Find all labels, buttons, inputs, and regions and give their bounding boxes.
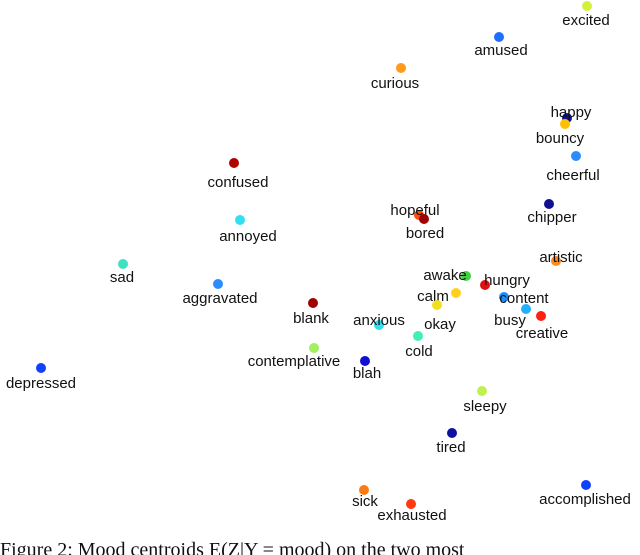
point-label: cold	[405, 343, 433, 360]
point-label: blank	[293, 310, 329, 327]
point-label: hungry	[484, 272, 530, 289]
point-label: anxious	[353, 312, 405, 329]
point-label: hopeful	[390, 202, 439, 219]
point-label: creative	[516, 325, 569, 342]
point	[536, 311, 546, 321]
point	[521, 304, 531, 314]
point-label: happy	[551, 104, 592, 121]
point	[432, 300, 442, 310]
point-label: curious	[371, 75, 419, 92]
point	[213, 279, 223, 289]
point	[374, 320, 384, 330]
point	[309, 343, 319, 353]
point	[36, 363, 46, 373]
point-label: chipper	[527, 209, 576, 226]
point	[494, 32, 504, 42]
point	[413, 331, 423, 341]
point-label: depressed	[6, 375, 76, 392]
point-label: aggravated	[182, 290, 257, 307]
point-label: awake	[423, 267, 466, 284]
point	[359, 485, 369, 495]
point-label: sleepy	[463, 398, 507, 415]
point-label: calm	[417, 288, 449, 305]
point-label: contemplative	[248, 353, 341, 370]
point	[571, 151, 581, 161]
point	[447, 428, 457, 438]
point-label: busy	[494, 312, 526, 329]
point	[308, 298, 318, 308]
point	[582, 1, 592, 11]
point	[560, 119, 570, 129]
point	[477, 386, 487, 396]
point	[480, 280, 490, 290]
point-label: confused	[208, 174, 269, 191]
point-label: amused	[474, 42, 527, 59]
point	[229, 158, 239, 168]
point-label: bored	[406, 225, 444, 242]
point	[544, 199, 554, 209]
point-label: sad	[110, 269, 134, 286]
point	[360, 356, 370, 366]
point	[406, 499, 416, 509]
point	[451, 288, 461, 298]
point-label: exhausted	[377, 507, 446, 524]
point	[499, 292, 509, 302]
point-label: accomplished	[539, 491, 631, 508]
point	[551, 256, 561, 266]
point	[118, 259, 128, 269]
point-label: okay	[424, 316, 456, 333]
point-label: sick	[352, 493, 378, 510]
caption: Figure 2: Mood centroids E(Z|Y = mood) o…	[0, 539, 465, 555]
point-label: content	[499, 290, 549, 307]
point	[461, 271, 471, 281]
point-label: excited	[562, 12, 610, 29]
point-label: annoyed	[219, 228, 277, 245]
point-label: artistic	[539, 249, 583, 266]
point-label: bouncy	[536, 130, 585, 147]
point-label: tired	[436, 439, 465, 456]
point	[396, 63, 406, 73]
point	[581, 480, 591, 490]
point	[235, 215, 245, 225]
point-label: cheerful	[546, 167, 599, 184]
point-label: blah	[353, 365, 381, 382]
point	[419, 214, 429, 224]
